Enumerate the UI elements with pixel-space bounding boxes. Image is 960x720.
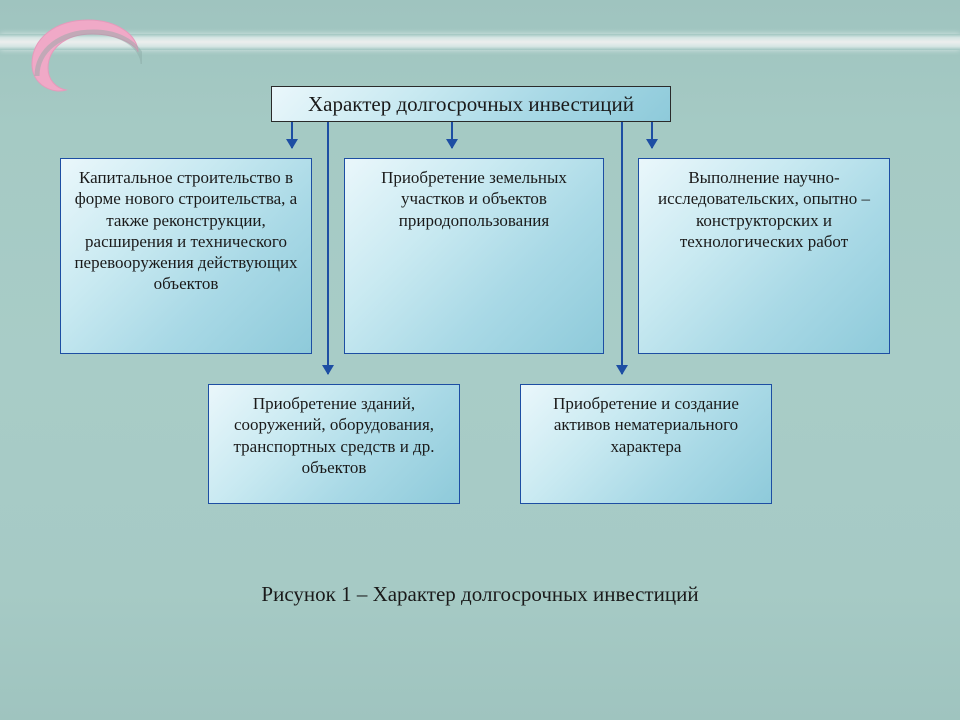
swoosh-icon [22,14,142,104]
node-row1-3: Выполнение научно-исследовательских, опы… [638,158,890,354]
arrow [651,122,653,148]
figure-caption: Рисунок 1 – Характер долгосрочных инвест… [0,582,960,607]
node-row2-2: Приобретение и создание активов нематери… [520,384,772,504]
arrow [291,122,293,148]
diagram-title: Характер долгосрочных инвестиций [271,86,671,122]
node-row1-2: Приобретение земельных участков и объект… [344,158,604,354]
arrow [621,122,623,374]
arrow [327,122,329,374]
node-row1-1: Капитальное строительство в форме нового… [60,158,312,354]
slide: Характер долгосрочных инвестиций Капитал… [0,0,960,720]
decorative-top-bar [0,34,960,50]
node-row2-1: Приобретение зданий, сооружений, оборудо… [208,384,460,504]
arrow [451,122,453,148]
